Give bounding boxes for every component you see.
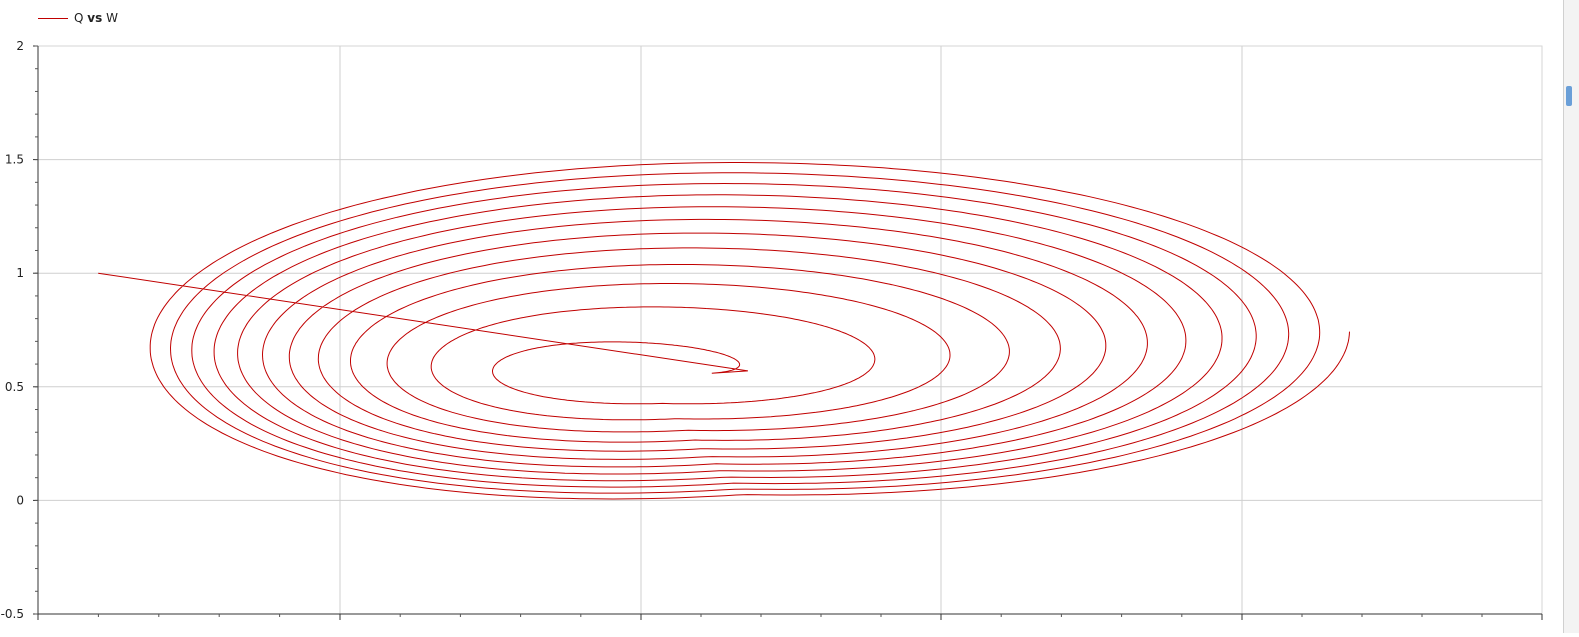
scrollbar-thumb[interactable] [1566,86,1572,106]
y-tick-label: -0.5 [1,607,24,621]
y-tick-label: 0.5 [5,380,24,394]
grid-lines [37,45,1543,615]
legend-label: Q vs W [74,11,118,25]
series-line-q-vs-w [98,162,1350,500]
legend-label-q: Q [74,11,84,25]
legend-label-vs: vs [87,11,103,25]
y-tick-label: 1 [16,266,24,280]
legend-label-w: W [106,11,118,25]
vertical-scrollbar[interactable] [1563,0,1579,633]
y-tick-label: 2 [16,39,24,53]
legend-line-swatch [38,17,68,19]
y-tick-label: 1.5 [5,153,24,167]
x-axis-ticks [37,614,1543,620]
y-tick-label: 0 [16,493,24,507]
legend[interactable]: Q vs W [38,11,118,25]
series-layer [98,162,1350,500]
plot-frame [37,45,1543,615]
axes [37,46,1542,618]
y-axis-ticks: -0.5 0 0.5 1 1.5 2 [1,39,38,621]
